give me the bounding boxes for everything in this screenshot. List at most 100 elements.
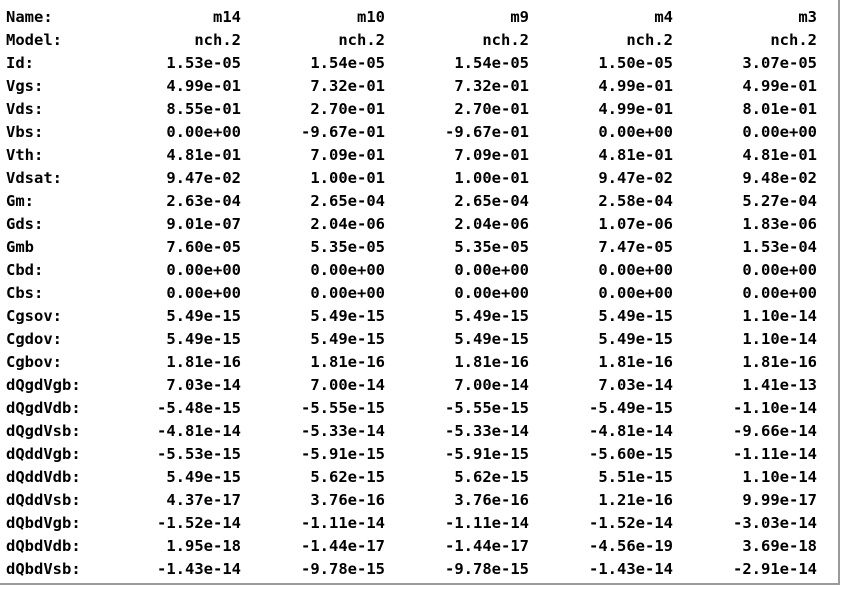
table-cell: 5.49e-15 (166, 307, 241, 325)
table-cell: -5.60e-15 (589, 445, 673, 463)
table-cell: -2.91e-14 (733, 560, 817, 578)
table-cell: -5.33e-14 (301, 422, 385, 440)
table-cell: -4.81e-14 (157, 422, 241, 440)
table-cell: 4.81e-01 (166, 146, 241, 164)
table-cell: m3 (798, 8, 817, 26)
table-cell: 0.00e+00 (742, 123, 817, 141)
table-cell: -1.44e-17 (445, 537, 529, 555)
table-cell: 7.32e-01 (454, 77, 529, 95)
table-cell: 5.62e-15 (454, 468, 529, 486)
table-cell: 5.49e-15 (598, 330, 673, 348)
table-cell: 5.35e-05 (454, 238, 529, 256)
table-cell: -1.10e-14 (733, 399, 817, 417)
row-label: Vds: (6, 100, 44, 118)
table-cell: 1.81e-16 (166, 353, 241, 371)
table-cell: nch.2 (482, 31, 529, 49)
table-cell: 5.49e-15 (598, 307, 673, 325)
table-cell: 9.47e-02 (166, 169, 241, 187)
row-label: Vdsat: (6, 169, 62, 187)
table-cell: -5.91e-15 (301, 445, 385, 463)
table-cell: 3.76e-16 (310, 491, 385, 509)
row-label: Gds: (6, 215, 44, 233)
row-label: dQgdVgb: (6, 376, 81, 394)
table-cell: 0.00e+00 (166, 284, 241, 302)
table-cell: 4.99e-01 (742, 77, 817, 95)
table-cell: -9.66e-14 (733, 422, 817, 440)
row-label: dQgdVdb: (6, 399, 81, 417)
table-cell: 0.00e+00 (454, 284, 529, 302)
table-cell: -1.52e-14 (157, 514, 241, 532)
table-cell: 1.10e-14 (742, 468, 817, 486)
row-label: Cgbov: (6, 353, 62, 371)
row-label: Model: (6, 31, 62, 49)
table-cell: 1.95e-18 (166, 537, 241, 555)
table-cell: 1.81e-16 (742, 353, 817, 371)
table-cell: -4.81e-14 (589, 422, 673, 440)
table-cell: 7.00e-14 (310, 376, 385, 394)
table-cell: 1.07e-06 (598, 215, 673, 233)
table-cell: 4.81e-01 (742, 146, 817, 164)
table-cell: 5.27e-04 (742, 192, 817, 210)
table-cell: 7.00e-14 (454, 376, 529, 394)
table-cell: 9.01e-07 (166, 215, 241, 233)
table-cell: m14 (213, 8, 241, 26)
table-cell: -5.49e-15 (589, 399, 673, 417)
row-label: dQbdVgb: (6, 514, 81, 532)
row-label: Vgs: (6, 77, 44, 95)
table-cell: 1.81e-16 (598, 353, 673, 371)
table-cell: -5.33e-14 (445, 422, 529, 440)
table-cell: 0.00e+00 (454, 261, 529, 279)
table-cell: 5.62e-15 (310, 468, 385, 486)
table-cell: nch.2 (626, 31, 673, 49)
table-cell: 7.60e-05 (166, 238, 241, 256)
table-cell: 7.32e-01 (310, 77, 385, 95)
table-cell: -5.53e-15 (157, 445, 241, 463)
table-cell: -1.11e-14 (445, 514, 529, 532)
table-cell: -1.11e-14 (733, 445, 817, 463)
table-cell: 0.00e+00 (310, 261, 385, 279)
table-cell: 0.00e+00 (166, 123, 241, 141)
table-cell: 4.81e-01 (598, 146, 673, 164)
table-cell: 0.00e+00 (598, 261, 673, 279)
row-label: Cbd: (6, 261, 44, 279)
table-cell: 0.00e+00 (598, 123, 673, 141)
table-cell: 9.48e-02 (742, 169, 817, 187)
row-label: Cgdov: (6, 330, 62, 348)
table-cell: -1.43e-14 (157, 560, 241, 578)
row-label: dQddVsb: (6, 491, 81, 509)
table-cell: 5.49e-15 (310, 307, 385, 325)
row-label: dQgdVsb: (6, 422, 81, 440)
table-cell: -3.03e-14 (733, 514, 817, 532)
row-label: dQddVgb: (6, 445, 81, 463)
row-label: dQddVdb: (6, 468, 81, 486)
table-cell: 2.65e-04 (310, 192, 385, 210)
table-cell: nch.2 (770, 31, 817, 49)
table-cell: 2.65e-04 (454, 192, 529, 210)
row-label: Vbs: (6, 123, 44, 141)
table-cell: 3.69e-18 (742, 537, 817, 555)
table-cell: 2.70e-01 (310, 100, 385, 118)
table-cell: 1.21e-16 (598, 491, 673, 509)
table-cell: 0.00e+00 (742, 261, 817, 279)
table-cell: 7.03e-14 (166, 376, 241, 394)
table-cell: -9.78e-15 (445, 560, 529, 578)
table-cell: 7.47e-05 (598, 238, 673, 256)
table-cell: m4 (654, 8, 673, 26)
table-cell: -1.52e-14 (589, 514, 673, 532)
table-cell: 1.83e-06 (742, 215, 817, 233)
table-cell: 8.01e-01 (742, 100, 817, 118)
table-cell: 7.03e-14 (598, 376, 673, 394)
table-cell: 5.49e-15 (310, 330, 385, 348)
table-cell: 0.00e+00 (742, 284, 817, 302)
table-cell: 3.07e-05 (742, 54, 817, 72)
table-cell: -5.55e-15 (445, 399, 529, 417)
table-cell: 1.10e-14 (742, 330, 817, 348)
table-cell: -1.11e-14 (301, 514, 385, 532)
table-cell: -9.78e-15 (301, 560, 385, 578)
table-cell: 2.04e-06 (310, 215, 385, 233)
table-cell: 1.81e-16 (310, 353, 385, 371)
table-cell: 3.76e-16 (454, 491, 529, 509)
table-cell: 0.00e+00 (598, 284, 673, 302)
table-cell: m10 (357, 8, 385, 26)
